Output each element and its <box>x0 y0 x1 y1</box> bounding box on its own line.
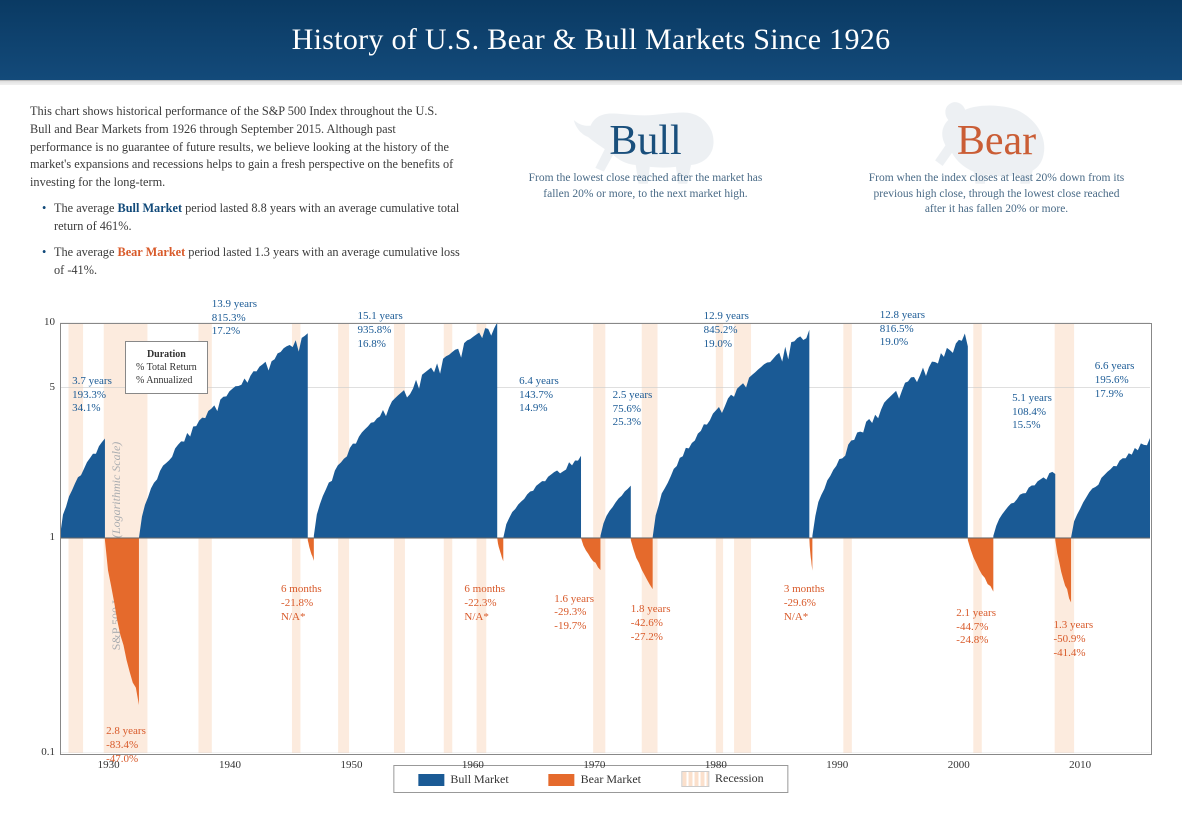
bullet-bull: The average Bull Market period lasted 8.… <box>42 200 460 236</box>
chart-svg <box>60 301 1150 753</box>
bull-annotation: 12.9 years845.2%19.0% <box>704 310 749 351</box>
top-section: This chart shows historical performance … <box>0 85 1182 293</box>
definitions: Bull From the lowest close reached after… <box>460 103 1152 287</box>
y-tick: 1 <box>30 531 55 543</box>
chart-area: S&P 500 Index Return (Logarithmic Scale)… <box>30 301 1152 791</box>
page-title: History of U.S. Bear & Bull Markets Sinc… <box>292 23 891 57</box>
bull-annotation: 6.6 years195.6%17.9% <box>1095 360 1135 401</box>
bear-annotation: 3 months-29.6%N/A* <box>784 583 825 624</box>
annotation-legend: Duration % Total Return % Annualized <box>125 341 208 394</box>
y-tick: 5 <box>30 381 55 393</box>
infographic-page: { "header": { "title": "History of U.S. … <box>0 0 1182 821</box>
legend-bull: Bull Market <box>418 772 508 787</box>
bear-annotation: 1.3 years-50.9%-41.4% <box>1053 619 1093 660</box>
bullet-bear: The average Bear Market period lasted 1.… <box>42 244 460 280</box>
bull-definition: Bull From the lowest close reached after… <box>490 103 801 287</box>
x-tick: 1960 <box>462 759 484 771</box>
bear-annotation: 2.1 years-44.7%-24.8% <box>956 607 996 648</box>
x-tick: 2000 <box>948 759 970 771</box>
legend-bear: Bear Market <box>549 772 641 787</box>
header-bar: History of U.S. Bear & Bull Markets Sinc… <box>0 0 1182 80</box>
bear-annotation: 6 months-22.3%N/A* <box>464 583 505 624</box>
bull-annotation: 12.8 years816.5%19.0% <box>880 309 925 350</box>
bear-annotation: 1.8 years-42.6%-27.2% <box>631 603 671 644</box>
y-tick: 0.1 <box>30 746 55 758</box>
bear-annotation: 2.8 years-83.4%-47.0% <box>106 725 146 766</box>
bear-definition: Bear From when the index closes at least… <box>841 103 1152 287</box>
bear-annotation: 6 months-21.8%N/A* <box>281 583 322 624</box>
bull-annotation: 5.1 years108.4%15.5% <box>1012 392 1052 433</box>
bull-annotation: 2.5 years75.6%25.3% <box>613 389 653 430</box>
bear-icon <box>922 95 1072 190</box>
x-tick: 1950 <box>340 759 362 771</box>
bull-annotation: 3.7 years193.3%34.1% <box>72 375 112 416</box>
legend-recession: Recession <box>681 771 764 787</box>
bull-annotation: 6.4 years143.7%14.9% <box>519 375 559 416</box>
bear-annotation: 1.6 years-29.3%-19.7% <box>554 593 594 634</box>
y-tick: 10 <box>30 316 55 328</box>
x-tick: 1990 <box>826 759 848 771</box>
x-tick: 1970 <box>583 759 605 771</box>
intro-paragraph: This chart shows historical performance … <box>30 103 460 192</box>
bull-annotation: 15.1 years935.8%16.8% <box>358 310 403 351</box>
x-tick: 2010 <box>1069 759 1091 771</box>
x-tick: 1980 <box>705 759 727 771</box>
bull-icon <box>571 95 721 190</box>
bull-annotation: 13.9 years815.3%17.2% <box>212 298 257 339</box>
x-tick: 1940 <box>219 759 241 771</box>
intro-text: This chart shows historical performance … <box>30 103 460 287</box>
